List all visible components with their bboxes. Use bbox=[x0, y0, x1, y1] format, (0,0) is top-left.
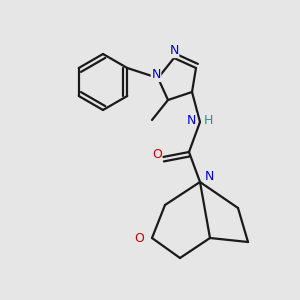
Text: N: N bbox=[151, 68, 161, 82]
Text: O: O bbox=[134, 232, 144, 244]
Text: O: O bbox=[152, 148, 162, 161]
Text: N: N bbox=[187, 113, 196, 127]
Text: N: N bbox=[205, 170, 214, 184]
Text: H: H bbox=[204, 113, 213, 127]
Text: N: N bbox=[169, 44, 179, 58]
